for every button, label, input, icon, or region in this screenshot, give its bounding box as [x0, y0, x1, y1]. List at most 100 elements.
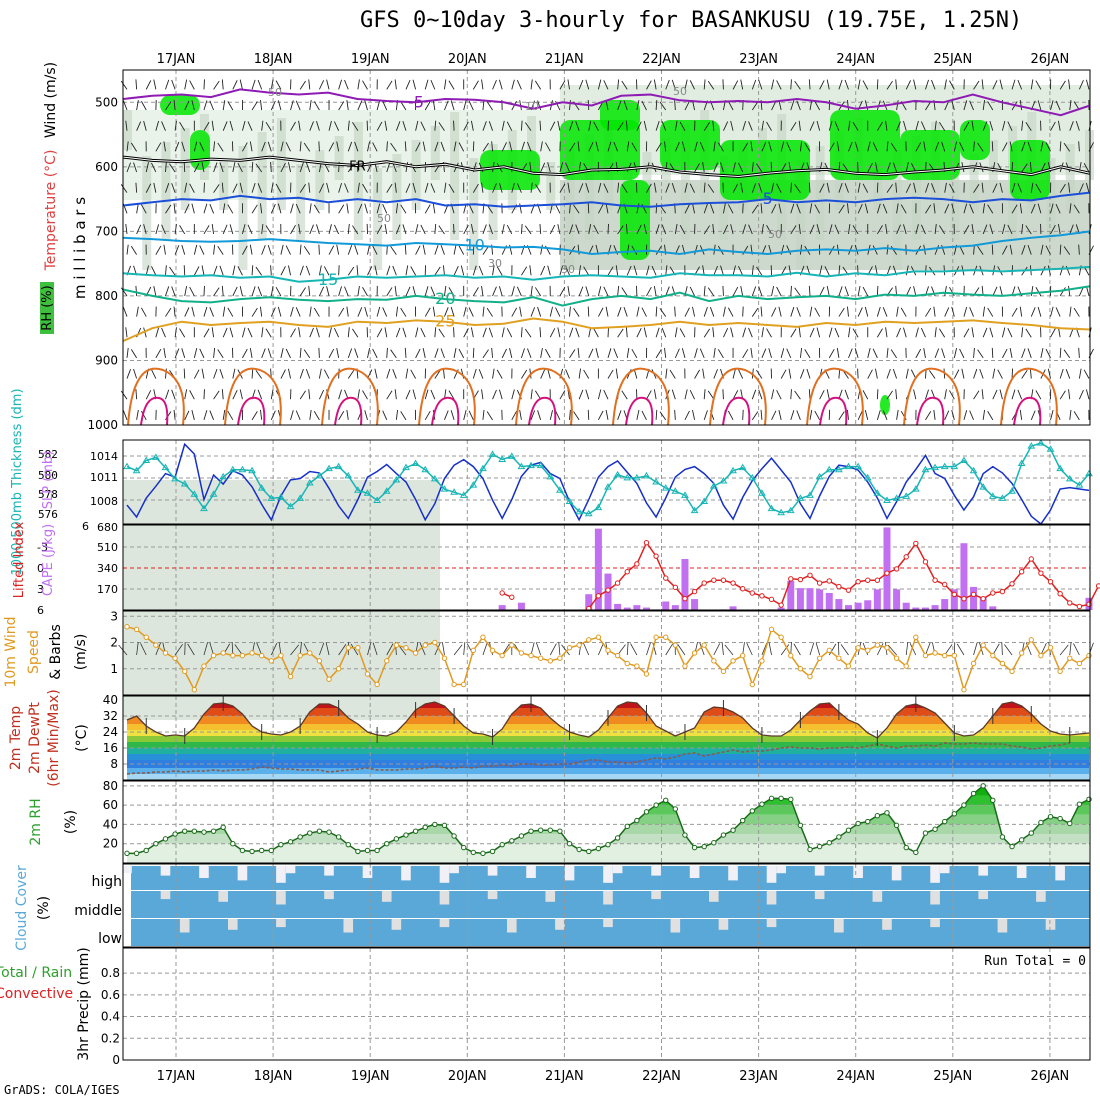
wind-barb: [270, 100, 276, 111]
wind-barb: [122, 410, 128, 420]
lifted-index-series-marker: [595, 593, 602, 599]
run-total-label: Run Total = 0: [984, 954, 1086, 969]
precip-total-label: Total / Rain: [0, 965, 72, 981]
wind-barb: [903, 327, 907, 338]
wind-barb: [444, 410, 449, 421]
wind-barb: [328, 348, 335, 359]
surface-wind-barb: [598, 642, 604, 656]
wind-speed-series-marker: [287, 673, 294, 680]
wind-barb: [420, 224, 426, 235]
surface-wind-barb: [887, 644, 897, 656]
wind-barb: [809, 306, 813, 317]
wind10-frame: [122, 610, 1091, 696]
wind-barb: [681, 141, 686, 152]
wind-barb: [597, 204, 604, 214]
surface-wind-barb: [482, 642, 488, 656]
wind-barb: [384, 224, 388, 235]
wind-speed-series-marker: [1086, 652, 1092, 659]
lifted-index-series-marker: [614, 580, 621, 586]
lifted-index-series-marker: [942, 581, 948, 588]
hot-contours: [127, 367, 1058, 426]
wind-barb: [727, 410, 734, 421]
wind-barb: [232, 162, 236, 173]
wind-barb: [992, 80, 998, 90]
wind-barb: [915, 142, 922, 152]
wind-barb: [707, 184, 715, 193]
wind-barb: [876, 182, 879, 193]
rh-cell: [430, 126, 440, 180]
wind-barb: [201, 368, 205, 379]
wind-barb: [275, 286, 282, 297]
wind-barb: [844, 389, 849, 400]
wind-barb: [412, 389, 417, 400]
wind-barb: [760, 306, 763, 317]
wind-barb: [270, 389, 274, 400]
temperature-band: [127, 730, 1089, 736]
wind-barb: [295, 307, 301, 317]
wind-barb: [242, 327, 246, 338]
wind-speed-series-marker: [364, 671, 371, 677]
slp-series: [126, 442, 1090, 526]
wind-barb: [472, 347, 475, 358]
wind10-axis-label-2: Speed: [26, 630, 42, 674]
wind-barb: [707, 390, 715, 400]
wind-barb: [796, 307, 801, 317]
surface-wind-barb: [549, 643, 557, 656]
wind-barb: [382, 203, 388, 214]
wind-barb: [390, 142, 397, 152]
wind-barb: [717, 142, 724, 152]
wind-barb: [776, 286, 782, 297]
wind-barb: [1078, 244, 1080, 255]
precip-tick: 0: [112, 1053, 120, 1067]
wind-barb: [694, 141, 698, 152]
wind-barb: [308, 389, 311, 400]
wind-barb: [434, 120, 437, 131]
wind-barb: [221, 182, 224, 193]
rh2m-series-marker: [384, 841, 390, 847]
surface-wind-barb: [925, 642, 931, 656]
wind-barb: [751, 308, 759, 317]
thickness-series-marker: [536, 461, 545, 469]
wind-barb: [122, 100, 128, 111]
wind-barb: [886, 184, 893, 193]
lifted-index-series-marker: [788, 576, 794, 582]
wind-barb: [862, 183, 869, 193]
surface-wind-barb: [646, 642, 651, 656]
wind-barb: [872, 348, 878, 359]
wind-barb: [834, 327, 840, 338]
wind-speed-series-marker: [470, 647, 477, 654]
wind-barb: [140, 307, 147, 317]
wind-barb: [655, 409, 658, 420]
wind-barb: [713, 162, 718, 173]
surface-wind-barb: [724, 644, 734, 656]
wind-barb: [969, 203, 974, 214]
lifted-index-series-marker: [816, 580, 823, 586]
thickness-series-marker: [1056, 464, 1065, 472]
rh2m-series-marker: [393, 836, 400, 842]
wind-barb: [857, 79, 861, 90]
wind-barb: [395, 203, 399, 214]
wind-barb: [1045, 142, 1051, 152]
wind-barb: [412, 182, 417, 193]
lifted-index-series-marker: [826, 578, 832, 584]
wind-barb: [135, 182, 138, 193]
temp-tick: 8: [110, 757, 118, 771]
wind-barb: [826, 182, 830, 193]
surface-wind-barb: [367, 642, 372, 656]
wind-barb: [367, 266, 373, 276]
contour-30: [127, 367, 185, 426]
top-date-tick: 22JAN: [642, 52, 681, 67]
wind-barb: [209, 410, 214, 421]
lifted-index-series-marker: [1009, 581, 1015, 587]
wind-barb: [203, 389, 205, 400]
cloud-gap: [776, 866, 786, 874]
wind-barb: [790, 306, 795, 317]
cloud-gap: [766, 919, 777, 928]
wind-barb: [915, 120, 919, 131]
wind-speed-series-marker: [316, 658, 323, 664]
rh2m-series-marker: [509, 838, 515, 844]
wind-barb: [367, 244, 371, 255]
wind-barb: [237, 162, 243, 173]
rh2m-series-marker: [557, 828, 563, 834]
